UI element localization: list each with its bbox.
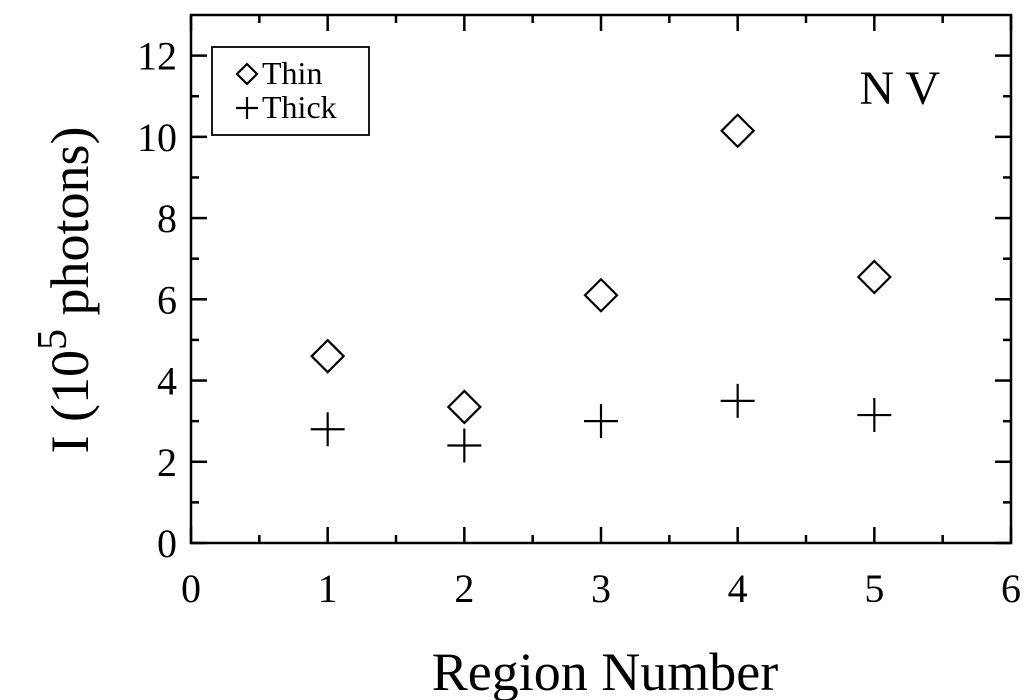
y-axis-label-main: I (10	[40, 350, 100, 453]
x-tick-label: 6	[1001, 566, 1021, 611]
thin-data-point	[446, 389, 482, 425]
x-tick-label: 1	[318, 566, 338, 611]
y-tick-label: 12	[137, 34, 177, 79]
legend-label-thick: Thick	[262, 89, 337, 125]
thin-data-point	[583, 277, 619, 313]
thick-data-point	[857, 398, 892, 433]
x-tick-label: 0	[181, 566, 201, 611]
x-tick-label: 5	[864, 566, 884, 611]
thin-data-point	[310, 338, 346, 374]
y-tick-label: 2	[157, 440, 177, 485]
y-axis-label-rest: photons)	[40, 127, 100, 330]
x-tick-label: 4	[728, 566, 748, 611]
y-tick-label: 0	[157, 521, 177, 566]
legend-marker-thick	[236, 97, 258, 119]
y-tick-label: 6	[157, 277, 177, 322]
y-tick-label: 4	[157, 359, 177, 404]
x-tick-label: 2	[454, 566, 474, 611]
thick-data-point	[310, 412, 345, 447]
y-tick-label: 10	[137, 115, 177, 160]
x-axis-label: Region Number	[432, 642, 778, 700]
legend-label-thin: Thin	[262, 55, 322, 91]
thick-data-point	[584, 404, 618, 439]
thick-data-point	[720, 383, 755, 418]
legend-box	[211, 46, 370, 136]
y-tick-label: 8	[157, 196, 177, 241]
thick-data-point	[447, 428, 482, 463]
y-axis-label: I (105 photons)	[30, 127, 100, 454]
x-tick-label: 3	[591, 566, 611, 611]
chart-annotation: N V	[860, 62, 941, 115]
thin-data-point	[856, 259, 892, 295]
thin-data-point	[720, 113, 756, 149]
legend-marker-thin	[235, 62, 259, 86]
data-points	[310, 113, 892, 463]
y-axis-label-superscript: 5	[30, 329, 76, 350]
